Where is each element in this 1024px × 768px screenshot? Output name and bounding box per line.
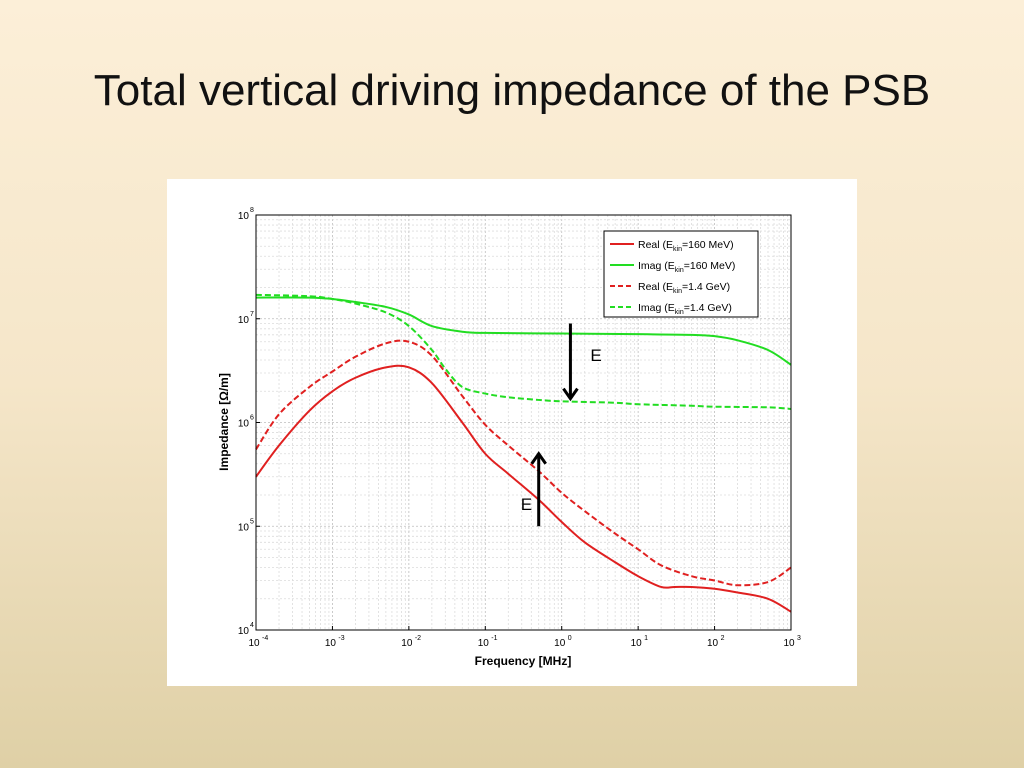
chart-annotations: EE [521,323,602,527]
svg-text:5: 5 [250,518,254,525]
x-tick-label: 10 1 [631,635,649,649]
chart-legend: Real (Ekin=160 MeV) Imag (Ekin=160 MeV) Re… [603,230,759,318]
svg-text:10: 10 [238,419,250,430]
annotation-label-2: E [521,495,532,514]
slide-title: Total vertical driving impedance of the … [93,66,931,115]
y-tick-label: 107 [238,311,254,326]
svg-text:0: 0 [568,635,572,642]
svg-text:7: 7 [250,311,254,318]
svg-text:10: 10 [631,638,643,649]
y-axis-label: Impedance [Ω/m] [217,373,231,471]
x-tick-label: 10 3 [783,635,801,649]
legend-label-4: Imag (Ekin=1.4 GeV) [638,302,732,316]
legend-label-2: Imag (Ekin=160 MeV) [638,260,735,274]
svg-text:10: 10 [325,638,337,649]
series-line-4 [255,293,792,410]
svg-text:8: 8 [250,207,254,214]
annotation-label-1: E [590,346,601,365]
series-line-3 [255,339,792,587]
x-tick-label: 10 -2 [401,635,421,649]
x-axis-label: Frequency [MHz] [475,654,572,668]
y-tick-label: 104 [238,622,254,637]
x-tick-label: 10 -4 [248,635,268,649]
y-tick-label: 108 [238,207,254,222]
y-tick-label: 106 [238,415,254,430]
svg-text:10: 10 [238,315,250,326]
svg-text:-1: -1 [491,635,497,642]
x-tick-label: 10 -1 [478,635,498,649]
x-tick-label: 10 0 [554,635,572,649]
series-line-2 [255,296,792,366]
svg-text:10: 10 [238,522,250,533]
svg-text:6: 6 [250,415,254,422]
svg-text:-2: -2 [415,635,421,642]
svg-text:10: 10 [401,638,413,649]
svg-text:10: 10 [238,626,250,637]
y-tick-label: 105 [238,518,254,533]
legend-label-1: Real (Ekin=160 MeV) [638,239,734,253]
svg-text:10: 10 [248,638,260,649]
svg-text:10: 10 [478,638,490,649]
x-tick-label: 10 -3 [325,635,345,649]
legend-label-3: Real (Ekin=1.4 GeV) [638,281,730,295]
svg-text:2: 2 [721,635,725,642]
svg-text:-3: -3 [338,635,344,642]
svg-text:4: 4 [250,622,254,629]
x-tick-labels: 10 -4 10 -3 10 -2 10 -1 10 0 10 1 10 2 10 3 [248,626,801,649]
legend-box [603,230,759,318]
svg-text:10: 10 [707,638,719,649]
svg-text:10: 10 [783,638,795,649]
impedance-chart: 10 -4 10 -3 10 -2 10 -1 10 0 10 1 10 2 10 3 10410510610… [217,207,801,668]
svg-text:-4: -4 [262,635,268,642]
chart-figure: 10 -4 10 -3 10 -2 10 -1 10 0 10 1 10 2 10 3 10 4 10 5 10 6 10… [167,179,857,686]
svg-text:1: 1 [644,635,648,642]
svg-text:10: 10 [238,211,250,222]
svg-text:3: 3 [797,635,801,642]
x-tick-label: 10 2 [707,635,725,649]
annotation-arrow-1 [562,323,579,402]
svg-text:10: 10 [554,638,566,649]
chart-grid [255,215,791,631]
annotation-arrow-2 [530,451,547,527]
